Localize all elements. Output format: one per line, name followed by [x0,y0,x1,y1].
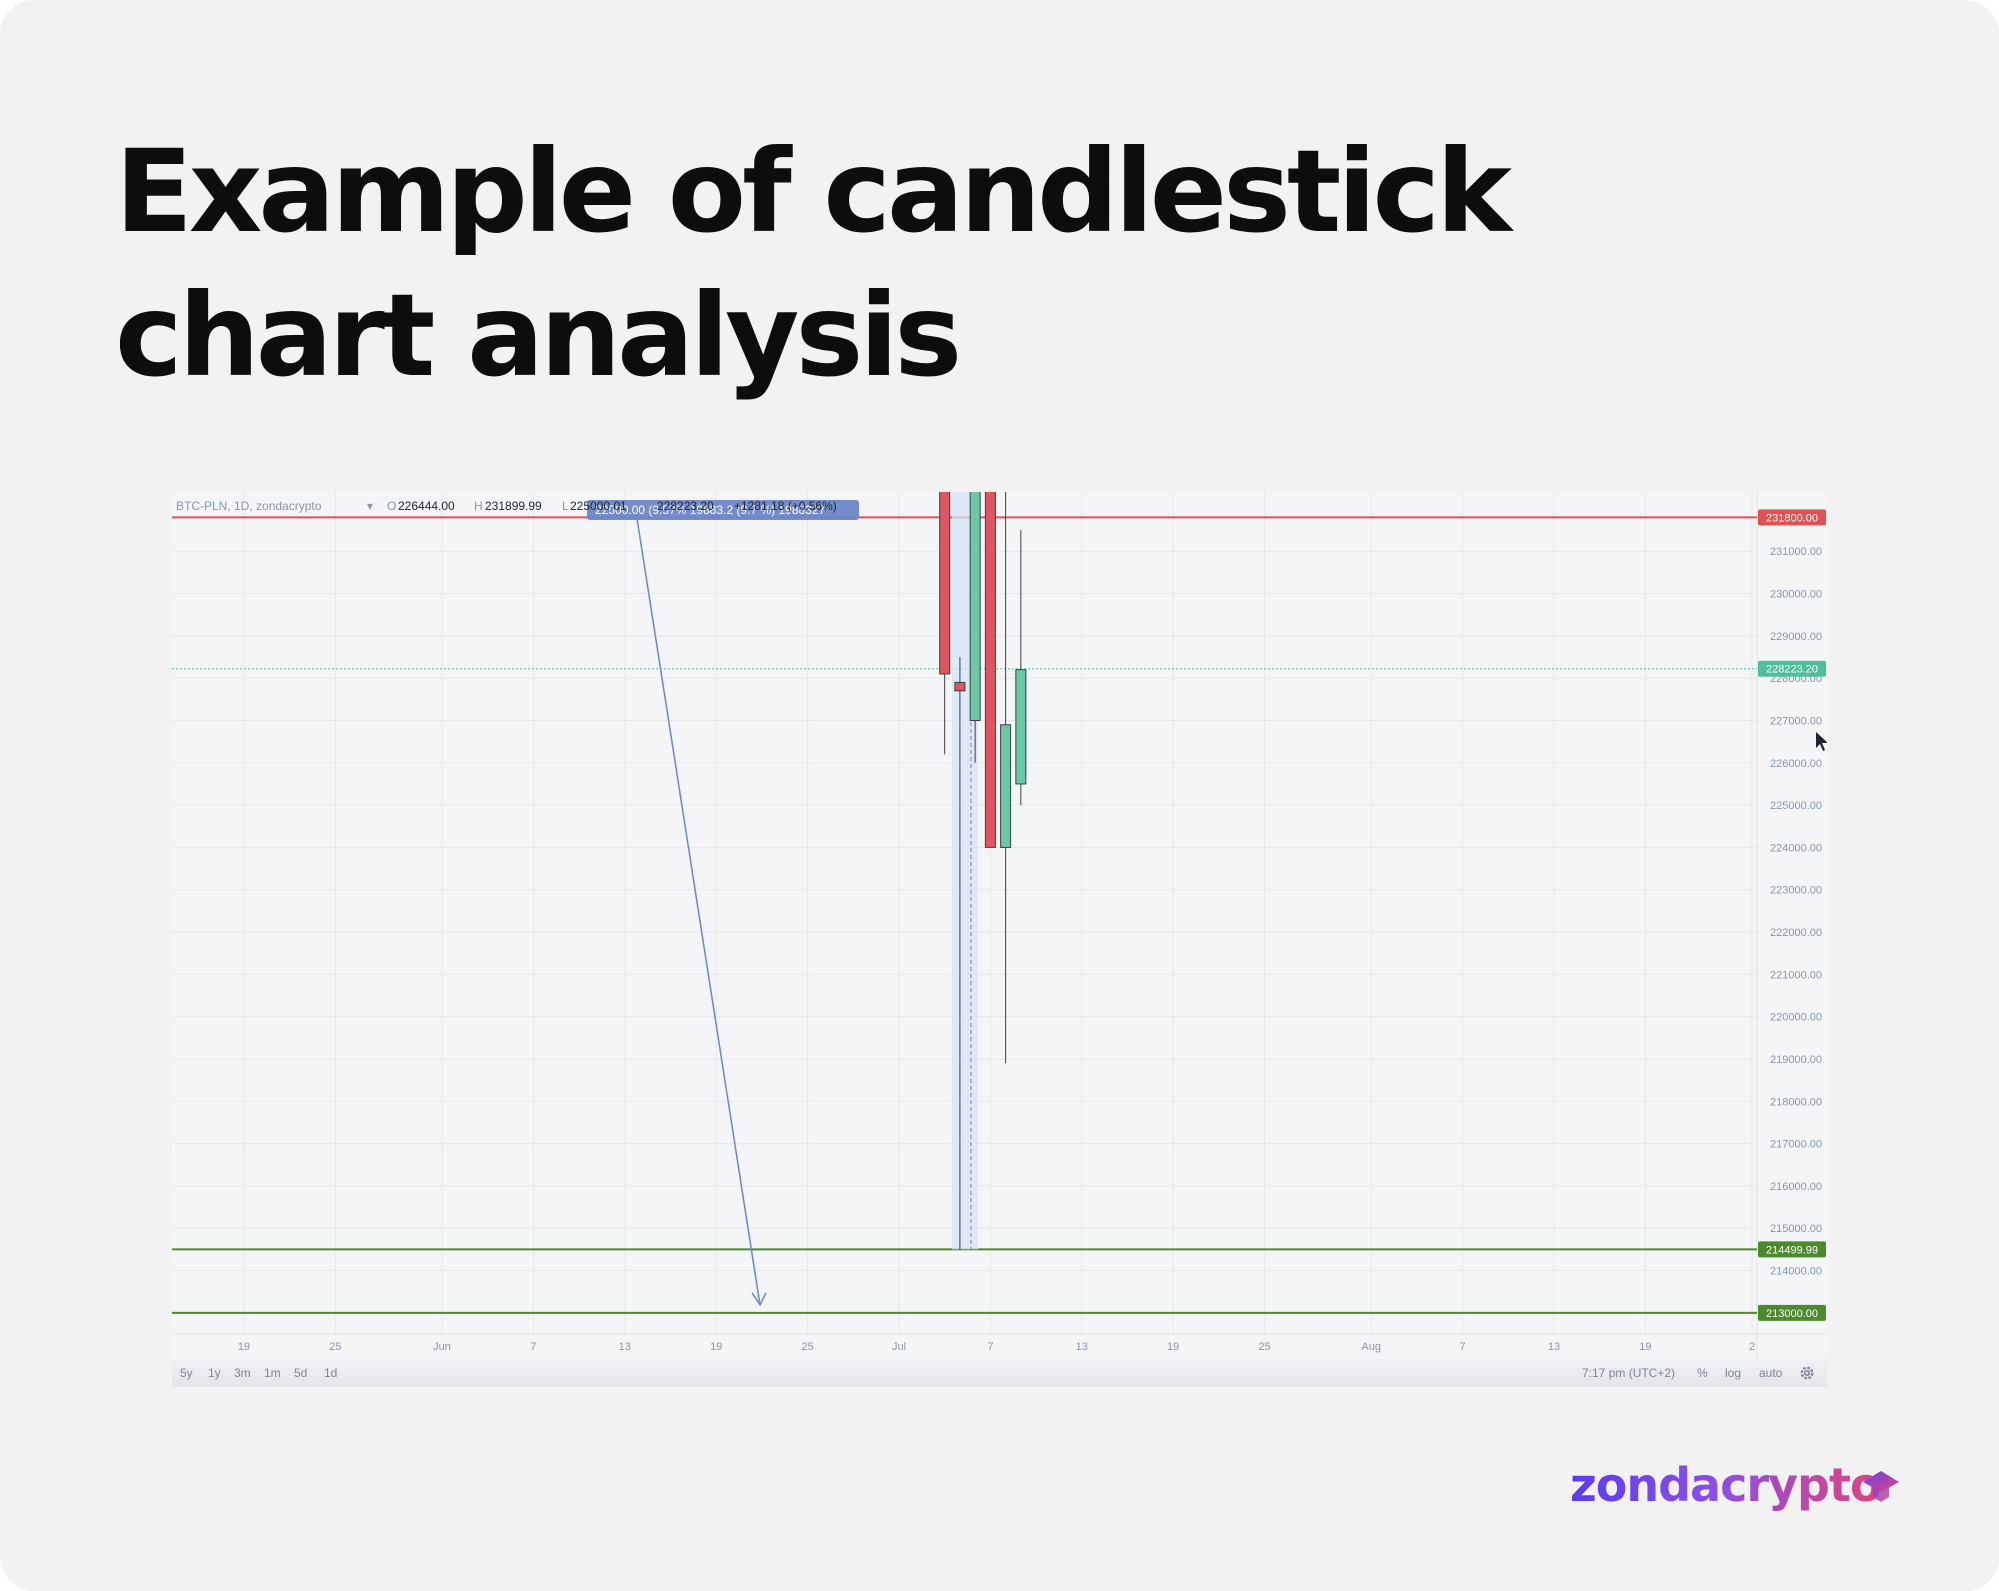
x-tick-label: 13 [1076,1341,1088,1353]
range-1m-button[interactable]: 1m [264,1366,281,1380]
y-tick-label: 230000.00 [1770,589,1822,601]
x-tick-label: 19 [238,1341,250,1353]
open-value: 226444.00 [398,499,455,513]
candles [939,492,1027,1250]
x-tick-label: 25 [1258,1341,1270,1353]
price-line-label: 214499.99 [1766,1244,1818,1256]
y-tick-label: 229000.00 [1770,631,1822,643]
cursor-icon [1816,732,1827,751]
y-tick-label: 231000.00 [1770,546,1822,558]
price-line-badge [1758,1241,1826,1258]
range-3m-button[interactable]: 3m [234,1366,251,1380]
y-tick-label: 227000.00 [1770,715,1822,727]
y-tick-label: 219000.00 [1770,1054,1822,1066]
chevron-down-icon[interactable]: ▾ [367,499,373,513]
chart-header: BTC-PLN, 1D, zondacrypto ▾ O 226444.00 H… [176,499,837,513]
high-label: H [474,499,483,513]
x-axis: 19 25 Jun 7 13 19 25 Jul 7 13 19 25 Aug 7 13 19 2 [172,1333,1827,1353]
x-tick-label: 7 [530,1341,536,1353]
range-1d-button[interactable]: 1d [324,1366,338,1380]
price-line-label: 213000.00 [1766,1308,1818,1320]
symbol-label[interactable]: BTC-PLN, 1D, zondacrypto [176,499,322,513]
y-tick-label: 217000.00 [1770,1139,1822,1151]
y-tick-label: 220000.00 [1770,1012,1822,1024]
gear-icon[interactable] [1799,1365,1815,1381]
y-tick-label: 218000.00 [1770,1096,1822,1108]
page-title: Example of candlestick chart analysis [115,125,1512,402]
low-value: 225000.01 [570,499,627,513]
x-tick-label: Jul [892,1341,906,1353]
x-tick-label: 2 [1749,1341,1755,1353]
price-line-badge [1758,509,1826,526]
x-tick-label: 19 [1167,1341,1179,1353]
x-tick-label: 19 [1639,1341,1651,1353]
low-label: L [562,499,569,513]
arrow-down-icon [751,1292,767,1307]
price-line-badge [1758,1304,1826,1321]
price-line-label: 231800.00 [1766,512,1818,524]
chart-canvas[interactable]: 19 25 Jun 7 13 19 25 Jul 7 13 19 25 Aug 7 13 19 2 231000… [172,492,1827,1359]
price-line-label: 228223.20 [1766,664,1818,676]
high-value: 231899.99 [485,499,542,513]
log-toggle[interactable]: log [1725,1366,1742,1380]
candle-body [984,492,996,848]
candle-body [939,492,951,675]
brand-logo: zondacrypto [1570,1458,1882,1512]
y-tick-label: 214000.00 [1770,1266,1822,1278]
candle-body [1015,669,1027,785]
change-value: +1281.18 (+0.56%) [734,499,837,513]
chart-toolbar: 5y 1y 3m 1m 5d 1d 7:17 pm (UTC+2) % log … [172,1359,1827,1387]
x-tick-label: 19 [710,1341,722,1353]
y-tick-label: 223000.00 [1770,885,1822,897]
timezone-label[interactable]: 7:17 pm (UTC+2) [1582,1366,1676,1380]
y-tick-label: 222000.00 [1770,927,1822,939]
x-tick-label: 7 [1460,1341,1466,1353]
candle-body [1000,724,1012,848]
close-label: C [646,499,655,513]
y-tick-label: 215000.00 [1770,1223,1822,1235]
y-tick-label: 216000.00 [1770,1181,1822,1193]
price-line-badge [1758,660,1826,677]
y-tick-label: 221000.00 [1770,969,1822,981]
percent-toggle[interactable]: % [1697,1366,1708,1380]
x-tick-label: 13 [619,1341,631,1353]
x-tick-label: 7 [987,1341,993,1353]
range-5d-button[interactable]: 5d [294,1366,308,1380]
candlestick-chart[interactable]: 19 25 Jun 7 13 19 25 Jul 7 13 19 25 Aug 7 13 19 2 231000… [172,492,1827,1387]
y-tick-label: 226000.00 [1770,758,1822,770]
range-5y-button[interactable]: 5y [180,1366,193,1380]
close-value: 228223.20 [657,499,714,513]
x-tick-label: Aug [1361,1341,1381,1353]
measure-tool: 22500.00 (9.57% 19883.2 (9.7 %) 1988327 [587,492,1827,1307]
measure-label-box [587,500,859,520]
measure-arrow-line [635,511,761,1305]
x-tick-label: 25 [801,1341,813,1353]
measure-label: 22500.00 (9.57% 19883.2 (9.7 %) 1988327 [595,503,826,517]
auto-toggle[interactable]: auto [1759,1366,1783,1380]
range-1y-button[interactable]: 1y [208,1366,221,1380]
x-tick-label: 25 [329,1341,341,1353]
y-axis: 231000.00230000.00229000.00228000.002270… [1756,492,1822,1359]
hat-icon [1863,1471,1899,1502]
price-lines: 231800.00 228223.20 214499.99 213000.00 [172,509,1826,1321]
y-tick-label: 225000.00 [1770,800,1822,812]
open-label: O [387,499,396,513]
candle-body [954,681,966,692]
y-tick-label: 224000.00 [1770,842,1822,854]
x-tick-label: 13 [1548,1341,1560,1353]
candle-body [969,492,981,721]
x-tick-label: Jun [433,1341,451,1353]
